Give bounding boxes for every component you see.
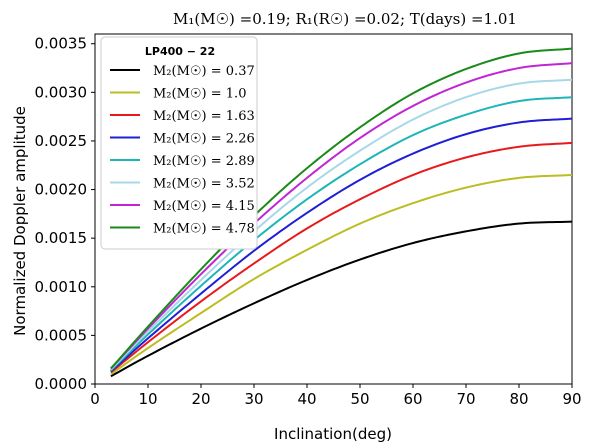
axes-frame [94, 33, 573, 385]
series-line-1 [110, 173, 573, 376]
legend-label-2: M₂(M☉) = 1.63 [153, 109, 255, 124]
y-tick-label: 0.0035 [35, 35, 88, 53]
legend-label-4: M₂(M☉) = 2.89 [153, 154, 255, 169]
plot-area [94, 33, 573, 385]
legend-label-3: M₂(M☉) = 2.26 [153, 132, 255, 147]
y-tick-label: 0.0020 [35, 181, 88, 199]
series-line-4 [110, 96, 573, 372]
legend-title: LP400 − 22 [145, 45, 215, 58]
x-tick-label: 70 [456, 390, 475, 408]
legend-label-5: M₂(M☉) = 3.52 [153, 177, 255, 192]
legend-box [100, 36, 258, 250]
x-axis-ticks: 0 10 20 30 40 50 60 70 80 90 [90, 384, 582, 408]
legend-label-7: M₂(M☉) = 4.78 [153, 222, 255, 237]
y-axis-ticks: 0.0000 0.0005 0.0010 0.0015 0.0020 0.0025 0.00… [35, 35, 95, 393]
y-axis-label: Normalized Doppler amplitude [11, 106, 29, 336]
legend-label-1: M₂(M☉) = 1.0 [153, 87, 246, 102]
series-line-6 [110, 62, 573, 370]
series-line-3 [110, 117, 573, 373]
y-tick-label: 0.0005 [35, 326, 88, 344]
chart-title: M₁(M☉) =0.19; R₁(R☉) =0.02; T(days) =1.0… [173, 10, 517, 28]
x-tick-label: 0 [90, 390, 100, 408]
x-tick-label: 20 [191, 390, 210, 408]
x-tick-label: 90 [562, 390, 581, 408]
y-tick-label: 0.0030 [35, 83, 88, 101]
y-tick-label: 0.0025 [35, 132, 88, 150]
series-line-2 [110, 141, 573, 374]
y-tick-label: 0.0010 [35, 278, 88, 296]
x-axis-label: Inclination(deg) [274, 425, 392, 443]
x-tick-label: 60 [403, 390, 422, 408]
legend-entries: M₂(M☉) = 0.37 M₂(M☉) = 1.0 M₂(M☉) = 1.63 M₂… [110, 64, 255, 237]
legend-label-0: M₂(M☉) = 0.37 [153, 64, 255, 79]
x-tick-label: 40 [297, 390, 316, 408]
y-tick-label: 0.0000 [35, 375, 88, 393]
series-line-0 [110, 220, 573, 378]
series-line-7 [110, 47, 573, 370]
series-line-5 [110, 78, 573, 371]
x-tick-label: 50 [350, 390, 369, 408]
x-tick-label: 80 [509, 390, 528, 408]
y-tick-label: 0.0015 [35, 229, 88, 247]
x-tick-label: 10 [138, 390, 157, 408]
series-layer [110, 47, 573, 378]
x-tick-label: 30 [244, 390, 263, 408]
legend-label-6: M₂(M☉) = 4.15 [153, 199, 255, 214]
